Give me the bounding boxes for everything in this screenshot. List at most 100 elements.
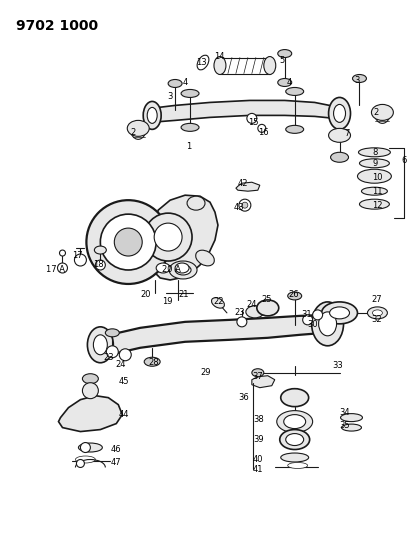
Text: 30: 30: [308, 320, 318, 329]
Circle shape: [242, 202, 248, 208]
Ellipse shape: [284, 415, 306, 429]
Text: 40: 40: [253, 455, 263, 464]
Ellipse shape: [127, 120, 149, 136]
Ellipse shape: [286, 433, 304, 446]
Text: 8: 8: [372, 148, 378, 157]
Ellipse shape: [367, 307, 388, 319]
Text: 3: 3: [355, 76, 360, 85]
Text: 26: 26: [289, 290, 299, 300]
Text: 2: 2: [130, 128, 136, 137]
Text: 29: 29: [200, 368, 210, 377]
Text: 18: 18: [93, 260, 104, 269]
Ellipse shape: [288, 463, 308, 469]
Text: 37: 37: [252, 372, 263, 381]
Circle shape: [76, 459, 84, 467]
Ellipse shape: [278, 50, 292, 58]
Text: 17 A: 17 A: [46, 265, 65, 274]
Ellipse shape: [95, 246, 106, 254]
Text: 21: 21: [178, 290, 189, 300]
Ellipse shape: [358, 169, 391, 183]
Circle shape: [100, 214, 156, 270]
Circle shape: [302, 315, 313, 325]
Text: 47: 47: [110, 458, 121, 467]
Text: 44: 44: [118, 410, 129, 419]
Ellipse shape: [353, 75, 367, 83]
Text: 2: 2: [374, 108, 379, 117]
Text: 24: 24: [115, 360, 126, 369]
Text: 20: 20: [140, 290, 151, 300]
Ellipse shape: [79, 443, 102, 452]
Ellipse shape: [286, 87, 304, 95]
Ellipse shape: [212, 297, 224, 308]
Text: 46: 46: [110, 445, 121, 454]
Text: 9: 9: [372, 159, 378, 168]
Ellipse shape: [361, 187, 388, 195]
Ellipse shape: [360, 199, 389, 209]
Text: 28: 28: [148, 358, 159, 367]
Polygon shape: [148, 195, 218, 280]
Ellipse shape: [257, 300, 279, 316]
Text: 43: 43: [234, 203, 245, 212]
Ellipse shape: [281, 453, 309, 462]
Circle shape: [258, 124, 266, 132]
Text: 3: 3: [167, 92, 173, 101]
Text: 32: 32: [372, 316, 382, 325]
Ellipse shape: [330, 152, 349, 162]
Circle shape: [60, 250, 65, 256]
Ellipse shape: [278, 78, 292, 86]
Text: 14: 14: [214, 52, 224, 61]
Ellipse shape: [246, 306, 264, 318]
Text: 23: 23: [234, 309, 245, 317]
Circle shape: [119, 349, 131, 361]
Ellipse shape: [328, 98, 351, 130]
Ellipse shape: [187, 196, 205, 210]
Text: 4: 4: [287, 78, 292, 87]
Polygon shape: [236, 182, 260, 191]
Ellipse shape: [197, 55, 209, 70]
Text: 31: 31: [302, 310, 312, 319]
Circle shape: [154, 223, 182, 251]
Ellipse shape: [156, 263, 170, 273]
Ellipse shape: [319, 312, 337, 336]
Circle shape: [81, 442, 90, 453]
Circle shape: [74, 254, 86, 266]
Ellipse shape: [168, 79, 182, 87]
Ellipse shape: [147, 108, 157, 123]
Ellipse shape: [334, 104, 346, 123]
Circle shape: [237, 317, 247, 327]
Ellipse shape: [312, 302, 344, 346]
Text: 9702 1000: 9702 1000: [16, 19, 98, 33]
Ellipse shape: [93, 335, 107, 355]
Text: 19: 19: [162, 297, 173, 306]
Text: 23: 23: [103, 353, 114, 362]
Ellipse shape: [175, 265, 191, 275]
Text: 6: 6: [401, 156, 407, 165]
Text: 34: 34: [339, 408, 350, 417]
Ellipse shape: [358, 148, 390, 157]
Ellipse shape: [252, 369, 264, 377]
Text: 39: 39: [253, 435, 263, 444]
Text: 4: 4: [183, 78, 188, 87]
Text: 42: 42: [238, 179, 248, 188]
Text: 35: 35: [339, 421, 350, 430]
Ellipse shape: [264, 56, 276, 75]
Text: 20 A: 20 A: [162, 265, 181, 274]
Ellipse shape: [175, 263, 189, 273]
Ellipse shape: [321, 302, 358, 324]
Text: 5: 5: [280, 56, 285, 65]
Text: 27: 27: [372, 295, 382, 304]
Ellipse shape: [341, 414, 363, 422]
Ellipse shape: [76, 456, 95, 463]
Circle shape: [114, 228, 142, 256]
Circle shape: [95, 260, 105, 270]
Ellipse shape: [328, 128, 351, 142]
Text: 10: 10: [372, 173, 383, 182]
Text: 15: 15: [248, 118, 259, 127]
Text: 24: 24: [247, 301, 257, 309]
Ellipse shape: [83, 374, 98, 384]
Text: 45: 45: [118, 377, 129, 386]
Ellipse shape: [286, 125, 304, 133]
Polygon shape: [252, 376, 275, 387]
Ellipse shape: [105, 329, 119, 337]
Ellipse shape: [196, 250, 214, 266]
